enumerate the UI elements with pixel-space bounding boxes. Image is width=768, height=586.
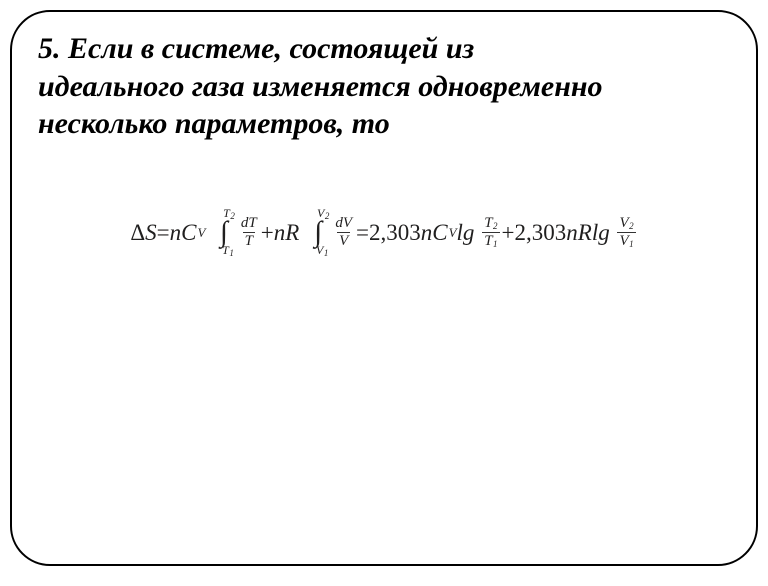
- var-C-2: C: [432, 221, 447, 244]
- integral-T-lower: T1: [222, 244, 234, 258]
- frac-dT-T-den: T: [243, 232, 255, 249]
- var-n-3: n: [421, 221, 433, 244]
- delta-symbol: Δ: [130, 221, 145, 244]
- coef-2: 2,303: [515, 221, 567, 244]
- sp-3: [474, 221, 480, 244]
- plus-2: +: [502, 221, 515, 244]
- frac-dT-T-num: dT: [239, 216, 259, 232]
- heading-line-2: идеального газа изменяется одновременно: [38, 70, 603, 103]
- frac-V2-V1-num: V2: [617, 216, 635, 232]
- var-R-1: R: [285, 221, 299, 244]
- frac-T2-T1-num: T2: [482, 216, 499, 232]
- var-C-1: C: [181, 221, 196, 244]
- heading-line-1: 5. Если в системе, состоящей из: [38, 32, 474, 65]
- slide-frame: 5. Если в системе, состоящей из идеально…: [10, 10, 758, 566]
- integral-V-sign: V2 ∫ V1: [307, 207, 329, 258]
- integral-T: T2 ∫ T1: [213, 207, 235, 258]
- sub-V-2: V: [449, 226, 457, 239]
- frac-dV-V-den: V: [337, 232, 350, 249]
- heading-line-3: несколько параметров, то: [38, 107, 390, 140]
- sp-1: [205, 221, 211, 244]
- lg-2: lg: [592, 221, 610, 244]
- sub-V-1: V: [197, 226, 205, 239]
- frac-dV-V-num: dV: [333, 216, 354, 232]
- sp-2: [299, 221, 305, 244]
- heading-text: 5. Если в системе, состоящей из идеально…: [38, 30, 730, 143]
- var-n-2: n: [274, 221, 286, 244]
- lg-1: lg: [457, 221, 475, 244]
- var-R-2: R: [578, 221, 592, 244]
- frac-V2-V1-den: V1: [617, 232, 635, 249]
- equals-1: =: [157, 221, 170, 244]
- plus-1: +: [261, 221, 274, 244]
- var-n-1: n: [170, 221, 182, 244]
- frac-T2-T1: T2 T1: [482, 216, 499, 249]
- var-n-4: n: [566, 221, 578, 244]
- var-S: S: [145, 221, 157, 244]
- frac-dT-T: dT T: [239, 216, 259, 249]
- entropy-formula: Δ S = n C V T2 ∫ T1 dT T + n R V2: [38, 207, 730, 258]
- frac-V2-V1: V2 V1: [617, 216, 635, 249]
- frac-dV-V: dV V: [333, 216, 354, 249]
- frac-T2-T1-den: T1: [482, 232, 499, 249]
- integral-V: V2 ∫ V1: [307, 207, 329, 258]
- sp-4: [610, 221, 616, 244]
- integral-T-sign: T2 ∫ T1: [213, 207, 235, 258]
- coef-1: 2,303: [369, 221, 421, 244]
- integral-V-lower: V1: [316, 244, 328, 258]
- equals-2: =: [356, 221, 369, 244]
